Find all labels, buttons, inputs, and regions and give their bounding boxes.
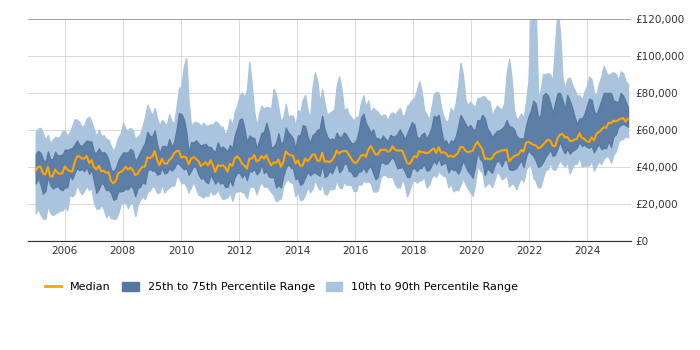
Legend: Median, 25th to 75th Percentile Range, 10th to 90th Percentile Range: Median, 25th to 75th Percentile Range, 1… [40, 278, 523, 297]
